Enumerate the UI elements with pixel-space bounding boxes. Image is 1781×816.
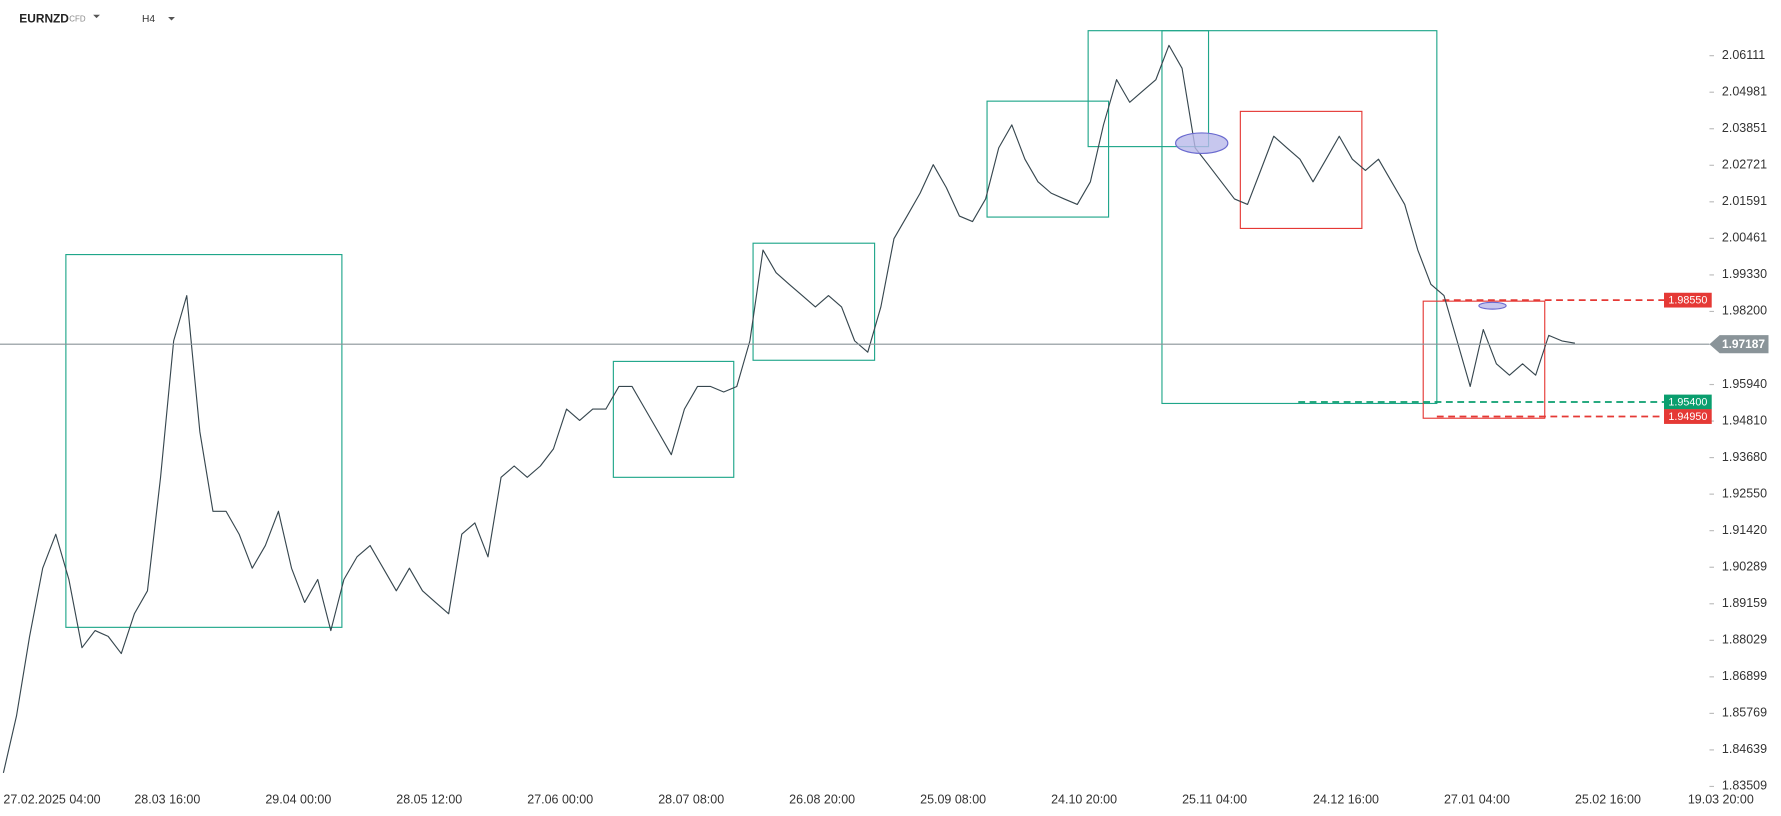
y-tick-label: 1.90289	[1722, 560, 1767, 574]
price-tag	[1664, 292, 1712, 308]
ellipse-marker[interactable]	[1175, 132, 1229, 154]
x-tick-label: 24.10 20:00	[1051, 792, 1117, 806]
y-tick-label: 1.98200	[1722, 304, 1767, 318]
y-tick-label: 1.88029	[1722, 633, 1767, 647]
y-tick-label: 2.04981	[1722, 85, 1767, 99]
price-tag-label: 1.95400	[1668, 396, 1707, 408]
x-tick-label: 27.01 04:00	[1444, 792, 1510, 806]
x-tick-label: 27.06 00:00	[527, 792, 593, 806]
plot: 1.83509 1.84639 1.85769 1.86899 1.88029 1.891…	[0, 44, 1769, 806]
price-line-series	[2, 44, 1576, 773]
x-tick-label: 25.09 08:00	[920, 792, 986, 806]
zone-box[interactable]	[986, 100, 1110, 218]
y-tick-label: 1.91420	[1722, 523, 1767, 537]
zone-box[interactable]	[65, 254, 343, 628]
zone-box[interactable]	[1422, 300, 1546, 419]
y-tick-label: 1.89159	[1722, 596, 1767, 610]
x-tick-label: 26.08 20:00	[789, 792, 855, 806]
y-tick-label: 2.01591	[1722, 194, 1767, 208]
symbol-caret[interactable]	[93, 14, 100, 19]
price-tag	[1664, 409, 1712, 424]
x-tick-label: 25.11 04:00	[1182, 792, 1247, 806]
zone-box[interactable]	[1239, 110, 1363, 230]
y-tick-label: 2.03851	[1722, 121, 1767, 135]
x-tick-label: 24.12 16:00	[1313, 792, 1379, 806]
drawings	[65, 30, 1546, 628]
y-tick-label: 1.83509	[1722, 779, 1767, 793]
x-tick-label: 28.05 12:00	[396, 792, 462, 806]
market: CFD	[69, 14, 86, 23]
y-tick-label: 1.93680	[1722, 450, 1767, 464]
ellipse-marker[interactable]	[1478, 301, 1507, 310]
symbol[interactable]: EURNZD	[19, 11, 69, 25]
x-tick-label: 19.03 20:00	[1688, 792, 1754, 806]
x-tick-label: 25.02 16:00	[1575, 792, 1641, 806]
y-tick-label: 1.84639	[1722, 742, 1767, 756]
zone-box[interactable]	[1161, 30, 1438, 405]
y-tick-label: 2.06111	[1722, 48, 1765, 62]
y-tick-label: 2.00461	[1722, 231, 1767, 245]
timeframe[interactable]: H4	[142, 14, 155, 25]
zone-box[interactable]	[612, 360, 735, 478]
x-tick-label: 28.07 08:00	[658, 792, 724, 806]
zone-box[interactable]	[752, 242, 876, 361]
current-price-tag	[1709, 335, 1769, 354]
markers	[1175, 132, 1507, 310]
x-tick-label: 28.03 16:00	[134, 792, 200, 806]
header: EURNZD CFD H4	[19, 11, 175, 25]
x-tick-label: 27.02.2025 04:00	[3, 792, 100, 806]
price-tag	[1664, 394, 1712, 410]
y-tick-label: 1.85769	[1722, 706, 1767, 720]
y-tick-label: 1.95940	[1722, 377, 1767, 391]
price-tag-label: 1.94950	[1668, 411, 1707, 423]
y-tick-label: 1.86899	[1722, 669, 1767, 683]
current-price-label: 1.97187	[1722, 337, 1765, 351]
price-tag-label: 1.98550	[1668, 295, 1707, 307]
timeframe-caret[interactable]	[168, 17, 175, 21]
y-tick-label: 1.94810	[1722, 413, 1767, 427]
y-tick-label: 1.92550	[1722, 486, 1767, 500]
x-tick-label: 29.04 00:00	[265, 792, 331, 806]
zone-box[interactable]	[1087, 30, 1210, 148]
y-tick-label: 1.99330	[1722, 267, 1767, 281]
y-tick-label: 2.02721	[1722, 158, 1767, 172]
